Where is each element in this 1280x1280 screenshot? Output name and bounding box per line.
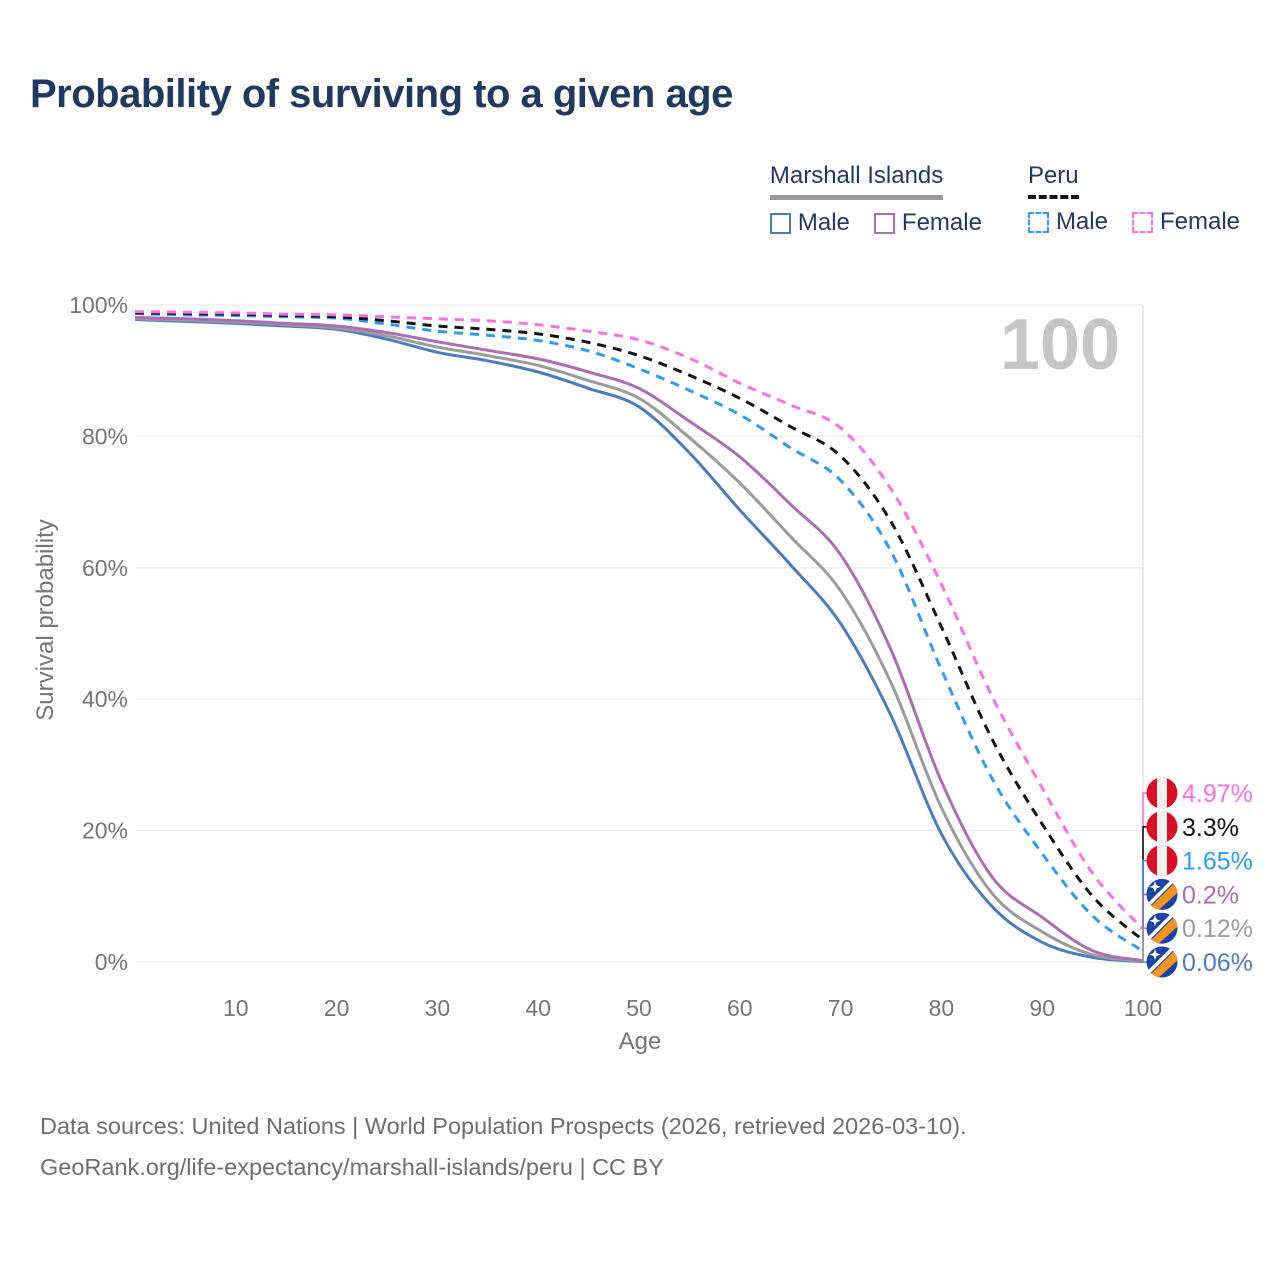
x-tick-label-40: 40 <box>525 995 551 1021</box>
end-label-value-marshall-islands: 0.12% <box>1182 915 1253 943</box>
x-tick-label-10: 10 <box>223 995 249 1021</box>
end-label-value-marshall-islands-male: 0.06% <box>1182 949 1253 977</box>
chart-legend: Marshall Islands Male Female Peru Male Female <box>769 162 1240 237</box>
y-tick-label-20: 20% <box>82 818 128 844</box>
x-tick-label-100: 100 <box>1124 995 1162 1021</box>
marshall-islands-flag-icon <box>1146 912 1178 944</box>
peru-flag-icon <box>1146 845 1178 877</box>
x-tick-label-70: 70 <box>828 995 854 1021</box>
legend-item-label: Male <box>1055 208 1108 235</box>
end-label-leader-marshall-islands <box>1142 927 1147 962</box>
peru-flag-icon <box>1146 811 1178 843</box>
legend-swatch-icon <box>1131 211 1153 233</box>
legend-item-label: Male <box>797 209 850 236</box>
y-axis-title: Survival probability <box>32 519 59 721</box>
x-tick-label-20: 20 <box>324 995 350 1021</box>
x-tick-label-30: 30 <box>425 995 451 1021</box>
legend-group-title[interactable]: Peru <box>1027 162 1079 199</box>
series-line-peru-female[interactable] <box>134 310 1145 931</box>
y-tick-label-60: 60% <box>82 555 128 581</box>
x-tick-label-90: 90 <box>1029 995 1055 1021</box>
legend-swatch-icon <box>1027 211 1049 233</box>
series-line-peru-male[interactable] <box>134 312 1144 953</box>
legend-item-marshall-islands-female[interactable]: Female <box>873 209 982 237</box>
series-line-marshall-islands[interactable] <box>134 317 1144 963</box>
end-label-value-peru-female: 4.97% <box>1182 780 1253 808</box>
y-tick-label-80: 80% <box>82 423 128 449</box>
legend-swatch-icon <box>873 212 895 234</box>
legend-item-label: Female <box>1159 208 1240 235</box>
series-line-marshall-islands-male[interactable] <box>134 318 1144 964</box>
peru-flag-icon <box>1146 777 1178 809</box>
x-axis-title: Age <box>618 1028 662 1055</box>
y-tick-label-40: 40% <box>82 686 128 712</box>
legend-swatch-icon <box>769 212 791 234</box>
series-line-marshall-islands-female[interactable] <box>134 316 1144 963</box>
x-tick-label-60: 60 <box>727 995 753 1021</box>
end-label-value-peru-male: 1.65% <box>1182 848 1253 876</box>
data-sources-note: Data sources: United Nations | World Pop… <box>40 1106 967 1188</box>
legend-item-peru-female[interactable]: Female <box>1131 208 1240 236</box>
legend-group-title[interactable]: Marshall Islands <box>769 162 944 200</box>
series-line-peru[interactable] <box>134 311 1144 942</box>
y-tick-label-100: 100% <box>69 292 128 318</box>
data-sources-line2: GeoRank.org/life-expectancy/marshall-isl… <box>40 1154 664 1180</box>
legend-group-marshall-islands: Marshall Islands Male Female <box>769 162 982 237</box>
y-tick-label-0: 0% <box>95 949 128 975</box>
legend-item-marshall-islands-male[interactable]: Male <box>769 209 850 237</box>
page-title: Probability of surviving to a given age <box>30 72 733 116</box>
legend-item-label: Female <box>901 209 982 236</box>
x-tick-label-80: 80 <box>929 995 955 1021</box>
marshall-islands-flag-icon <box>1146 878 1178 910</box>
end-label-value-marshall-islands-female: 0.2% <box>1182 881 1239 909</box>
hover-age-watermark: 100 <box>1000 305 1120 385</box>
end-label-value-peru: 3.3% <box>1182 814 1239 842</box>
legend-group-peru: Peru Male Female <box>1027 162 1240 237</box>
marshall-islands-flag-icon <box>1146 946 1178 978</box>
data-sources-line1: Data sources: United Nations | World Pop… <box>40 1113 967 1139</box>
legend-item-peru-male[interactable]: Male <box>1027 208 1108 236</box>
x-tick-label-50: 50 <box>626 995 652 1021</box>
